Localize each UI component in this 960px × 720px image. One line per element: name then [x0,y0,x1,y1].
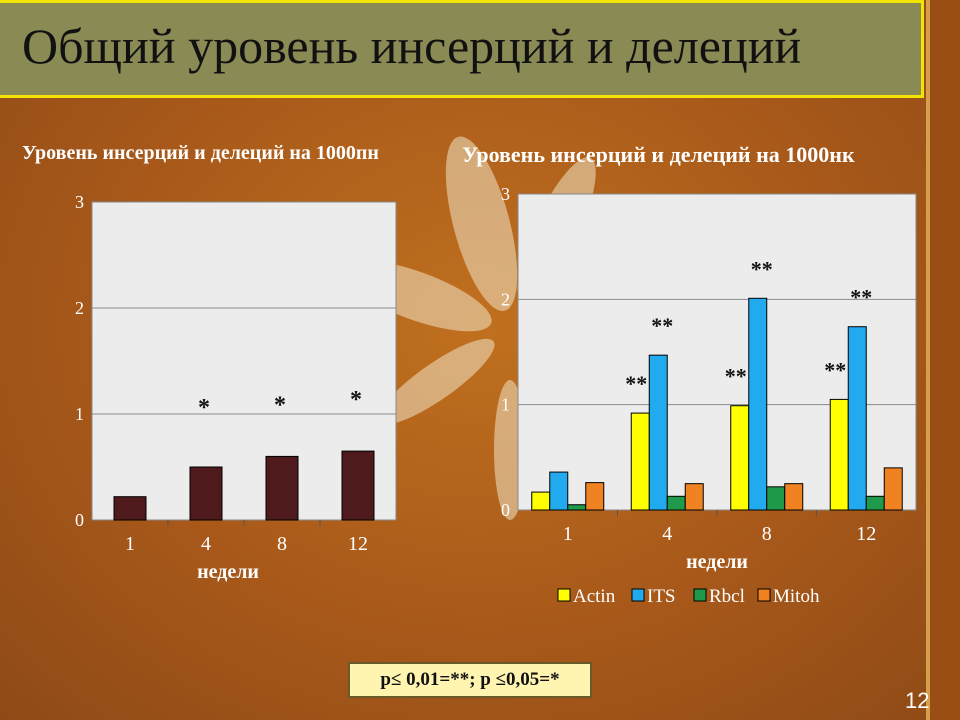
x-tick-label: 12 [856,523,876,545]
significance-marker: ** [850,285,872,310]
slide-title: Общий уровень инсерций и делеций [22,18,802,74]
bar-actin [730,405,750,511]
bar-its [648,354,668,511]
bar [341,450,375,521]
legend-label: Actin [573,586,616,607]
bar-mitoh [784,483,804,511]
bar-rbcl [666,495,686,511]
x-tick-label: 12 [348,533,368,555]
title-banner: Общий уровень инсерций и делеций [0,0,924,98]
bar-its [549,471,569,511]
x-tick-label: 1 [563,523,573,545]
x-axis-label: недели [197,561,259,583]
significance-marker: * [198,395,210,421]
legend-swatch-actin [557,588,571,602]
y-tick-label: 0 [75,510,84,530]
y-tick-label: 3 [75,192,84,212]
bar-actin [829,398,849,511]
x-tick-label: 8 [762,523,772,545]
legend-label: Rbcl [709,586,745,607]
bar-its [748,297,768,511]
bar-actin [531,491,551,511]
slide-side-band [926,0,960,720]
significance-note: p≤ 0,01=**; p ≤0,05=* [380,669,560,690]
legend-swatch-mitoh [757,588,771,602]
bar-rbcl [766,486,786,511]
significance-marker: ** [651,313,673,338]
bar [189,466,223,521]
y-tick-label: 2 [75,298,84,318]
left-chart-title: Уровень инсерций и делеций на 1000пн [22,142,379,164]
y-tick-label: 1 [501,395,510,415]
legend-label: Mitoh [773,586,820,607]
significance-marker: * [350,387,362,413]
bar-rbcl [865,495,885,511]
y-tick-label: 3 [501,184,510,204]
page-number: 12 [905,688,930,713]
bar [113,496,147,521]
significance-note-box: p≤ 0,01=**; p ≤0,05=* [348,662,592,698]
bar-its [847,326,867,511]
legend-label: ITS [647,586,676,607]
bar-mitoh [684,483,704,511]
bar-rbcl [567,504,587,511]
significance-marker: ** [625,371,647,396]
x-axis-label: недели [686,551,748,573]
x-tick-label: 8 [277,533,287,555]
x-tick-label: 4 [201,533,211,555]
significance-marker: ** [751,256,773,281]
legend-swatch-its [631,588,645,602]
legend-swatch-rbcl [693,588,707,602]
significance-marker: * [274,392,286,418]
x-tick-label: 4 [662,523,672,545]
significance-marker: ** [725,364,747,389]
right-chart-title: Уровень инсерций и делеций на 1000нк [462,142,855,167]
bar [265,455,299,521]
bar-actin [630,412,650,511]
x-tick-label: 1 [125,533,135,555]
significance-marker: ** [824,357,846,382]
bar-mitoh [883,467,903,511]
bar-mitoh [585,482,605,511]
y-tick-label: 2 [501,289,510,309]
y-tick-label: 1 [75,404,84,424]
y-tick-label: 0 [501,500,510,520]
